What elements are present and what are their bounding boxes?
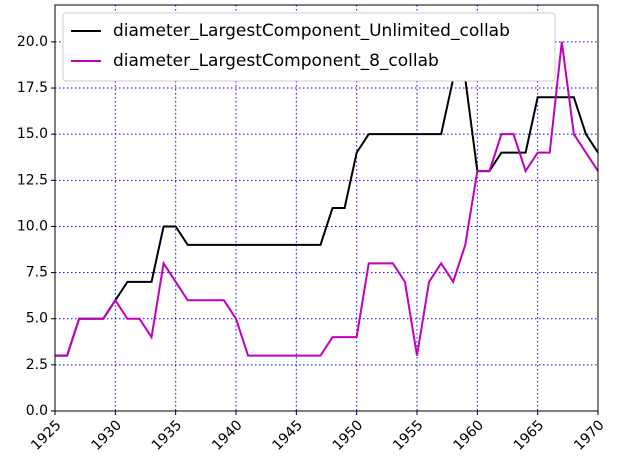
series-line (55, 77, 599, 357)
y-tick-label: 17.5 (17, 80, 48, 96)
y-tick-label: 2.5 (26, 357, 48, 373)
x-tick-label: 1930 (88, 417, 125, 454)
y-tick-label: 0.0 (26, 403, 48, 419)
x-tick-label: 1955 (390, 417, 427, 454)
plot-frame (54, 4, 599, 412)
x-tick-label: 1970 (571, 417, 608, 454)
x-tick-label: 1965 (511, 417, 548, 454)
legend-label: diameter_LargestComponent_Unlimited_coll… (113, 21, 510, 41)
y-tick-label: 12.5 (17, 172, 48, 188)
x-tick-label: 1960 (450, 417, 487, 454)
x-tick-label: 1945 (269, 417, 306, 454)
x-tick-label: 1925 (28, 417, 65, 454)
y-tick-label: 7.5 (26, 265, 48, 281)
legend-label: diameter_LargestComponent_8_collab (113, 51, 439, 71)
legend-box (62, 12, 556, 82)
y-tick-label: 20.0 (17, 34, 48, 50)
series-line (55, 41, 599, 357)
y-tick-label: 10.0 (17, 218, 48, 234)
y-tick-label: 15.0 (17, 126, 48, 142)
x-tick-label: 1950 (330, 417, 367, 454)
x-tick-label: 1935 (149, 417, 186, 454)
x-tick-label: 1940 (209, 417, 246, 454)
y-tick-label: 5.0 (26, 311, 48, 327)
